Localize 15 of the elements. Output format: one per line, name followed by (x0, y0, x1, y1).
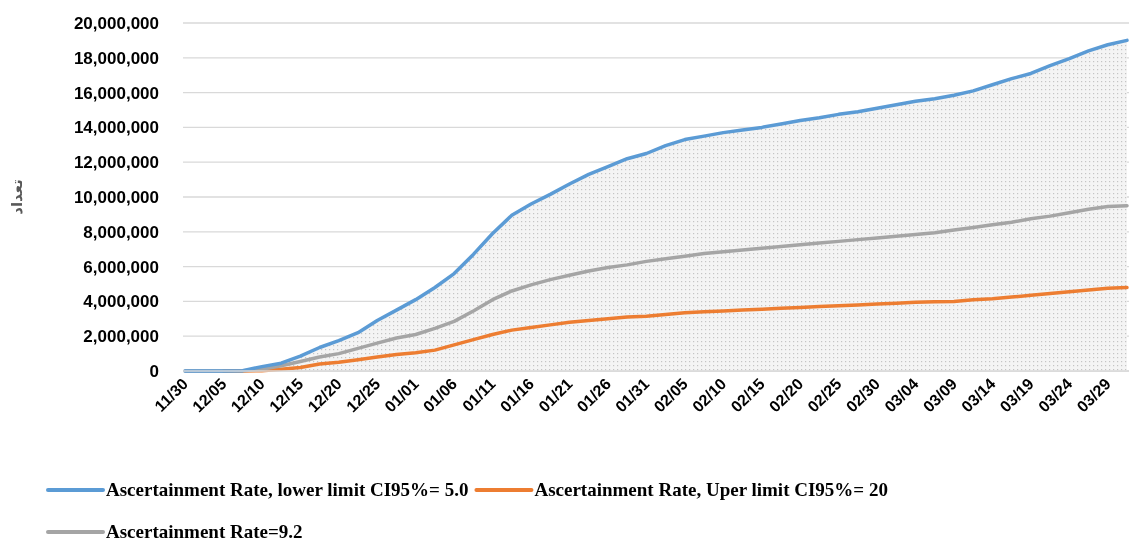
y-tick-label: 2,000,000 (83, 327, 159, 347)
y-tick-label: 6,000,000 (83, 257, 159, 277)
legend-label: Ascertainment Rate, lower limit CI95%= 5.0 (106, 479, 469, 500)
y-tick-label: 8,000,000 (83, 222, 159, 242)
y-tick-label: 20,000,000 (73, 14, 159, 33)
y-axis-title: تعداد (8, 179, 26, 215)
y-tick-label: 18,000,000 (73, 48, 159, 68)
y-tick-label: 12,000,000 (73, 153, 159, 173)
y-tick-label: 10,000,000 (73, 188, 159, 207)
legend-label: Ascertainment Rate, Uper limit CI95%= 20 (534, 479, 888, 500)
legend-label: Ascertainment Rate=9.2 (106, 521, 303, 542)
y-tick-label: 4,000,000 (83, 292, 159, 312)
y-tick-label: 0 (149, 362, 159, 381)
y-tick-label: 14,000,000 (73, 118, 159, 138)
y-tick-label: 16,000,000 (73, 83, 159, 103)
